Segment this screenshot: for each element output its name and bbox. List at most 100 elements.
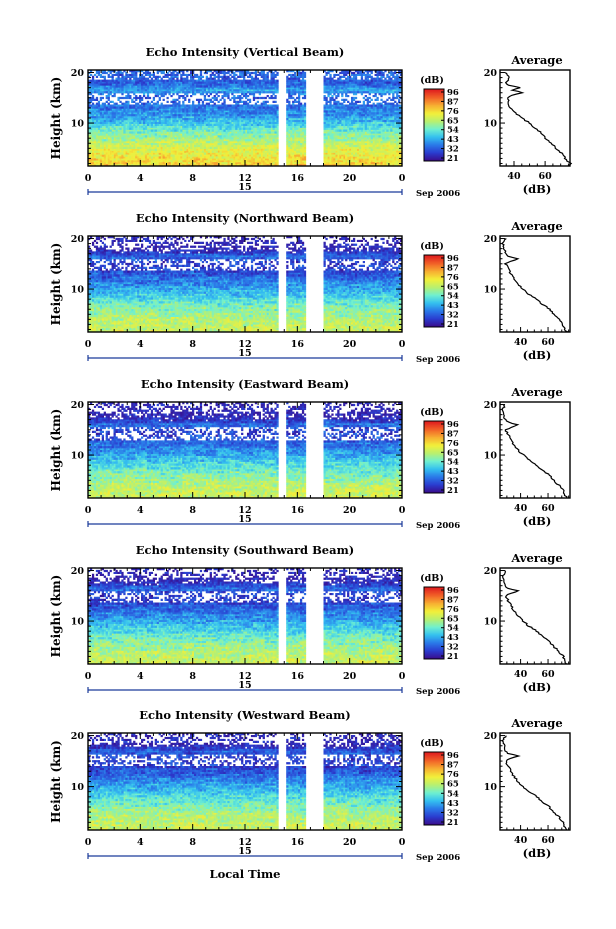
colorbar-segment [424, 96, 444, 98]
colorbar-segment [424, 461, 444, 464]
colorbar-segment [424, 458, 444, 460]
colorbar-segment [424, 752, 444, 754]
colorbar-segment [424, 421, 444, 423]
colorbar-segment [424, 776, 444, 778]
average-y-tick-label: 10 [484, 451, 498, 462]
colorbar-segment [424, 772, 444, 775]
colorbar-segment [424, 297, 444, 299]
heatmap-cells [88, 89, 403, 138]
colorbar-segment [424, 810, 444, 813]
colorbar-segment [424, 653, 444, 655]
colorbar-segment [424, 268, 444, 270]
heatmap-cells [88, 141, 403, 167]
colorbar-segment [424, 102, 444, 104]
colorbar-segment [424, 434, 444, 436]
colorbar-tick-label: 65 [447, 116, 459, 126]
colorbar-segment [424, 120, 444, 122]
colorbar-segment [424, 762, 444, 765]
colorbar-tick-label: 65 [447, 614, 459, 624]
colorbar-tick-label: 96 [447, 420, 459, 430]
colorbar-segment [424, 158, 444, 161]
colorbar-segment [424, 614, 444, 617]
average-x-tick-label: 60 [538, 171, 552, 182]
x-tick-label: 0 [85, 339, 92, 350]
average-x-tick-label: 40 [514, 337, 528, 348]
colorbar-segment [424, 294, 444, 297]
colorbar-unit: (dB) [420, 407, 444, 418]
average-x-label: (dB) [523, 182, 552, 196]
x-tick-label: 12 [238, 505, 251, 516]
colorbar-frame [423, 420, 445, 494]
heatmap-cells [88, 421, 401, 462]
average-title: Average [510, 716, 562, 730]
colorbar-tick-label: 54 [447, 624, 459, 634]
colorbar-segment [424, 318, 444, 321]
colorbar-segment [424, 127, 444, 129]
colorbar-segment [424, 481, 444, 483]
average-y-tick-label: 10 [484, 782, 498, 793]
colorbar-segment [424, 778, 444, 781]
average-x-tick-label: 40 [514, 835, 528, 846]
colorbar-segment [424, 445, 444, 447]
heatmap-cells [89, 448, 403, 474]
colorbar-segment [424, 141, 444, 144]
colorbar-segment [424, 476, 444, 478]
colorbar-segment [424, 807, 444, 810]
colorbar-segment [424, 487, 444, 489]
date-suffix-label: Sep 2006 [416, 189, 460, 199]
average-frame [499, 567, 571, 665]
colorbar-segment [424, 611, 444, 613]
colorbar-segment [424, 111, 444, 114]
colorbar-segment [424, 621, 444, 624]
colorbar-segment [424, 433, 444, 435]
colorbar-segment [424, 285, 444, 287]
colorbar [424, 421, 444, 494]
colorbar-segment [424, 790, 444, 793]
colorbar-segment [424, 597, 444, 600]
colorbar-segment [424, 436, 444, 439]
colorbar-segment [424, 440, 444, 442]
colorbar-segment [424, 471, 444, 473]
panel-4: Echo Intensity (Westward Beam) 0 4 8 12 16 20 0… [49, 708, 571, 863]
colorbar-tick-label: 54 [447, 126, 459, 136]
average-x-tick-label: 60 [541, 503, 555, 514]
average-y-tick-label: 10 [484, 285, 498, 296]
heatmap-cells [88, 733, 399, 775]
colorbar-frame [423, 88, 445, 162]
colorbar-segment [424, 465, 444, 467]
panel-title: Echo Intensity (Northward Beam) [136, 211, 354, 225]
colorbar-tick-label: 76 [447, 605, 459, 615]
colorbar-segment [424, 315, 444, 317]
colorbar-segment [424, 270, 444, 273]
heatmap-cells [103, 482, 403, 499]
colorbar-segment [424, 587, 444, 589]
colorbar-segment [424, 805, 444, 808]
average-x-tick-label: 40 [507, 171, 521, 182]
colorbar-segment [424, 437, 444, 440]
average-y-tick-label: 20 [484, 400, 498, 411]
average-title: Average [510, 53, 562, 67]
average-y-tick-label: 10 [484, 119, 498, 130]
average-profile: Average 10 20 40 60(dB) [484, 219, 571, 362]
colorbar-segment [424, 271, 444, 274]
y-axis-label: Height (km) [49, 740, 63, 823]
colorbar-segment [424, 101, 444, 103]
average-x-label: (dB) [523, 514, 552, 528]
colorbar-segment [424, 264, 444, 267]
colorbar-segment [424, 431, 444, 434]
colorbar-segment [424, 466, 444, 469]
colorbar-segment [424, 295, 444, 298]
colorbar-segment [424, 775, 444, 777]
date-day-label: 15 [238, 846, 251, 857]
colorbar [424, 587, 444, 660]
average-profile: Average 10 20 40 60(dB) [484, 385, 571, 528]
colorbar-segment [424, 809, 444, 811]
colorbar-segment [424, 644, 444, 647]
colorbar-segment [424, 798, 444, 800]
colorbar-unit: (dB) [420, 738, 444, 749]
colorbar-segment [424, 755, 444, 758]
colorbar-segment [424, 656, 444, 659]
panel-2: Echo Intensity (Eastward Beam) 0 4 8 12 16 20 0… [49, 377, 571, 531]
colorbar-segment [424, 449, 444, 452]
colorbar-segment [424, 145, 444, 147]
